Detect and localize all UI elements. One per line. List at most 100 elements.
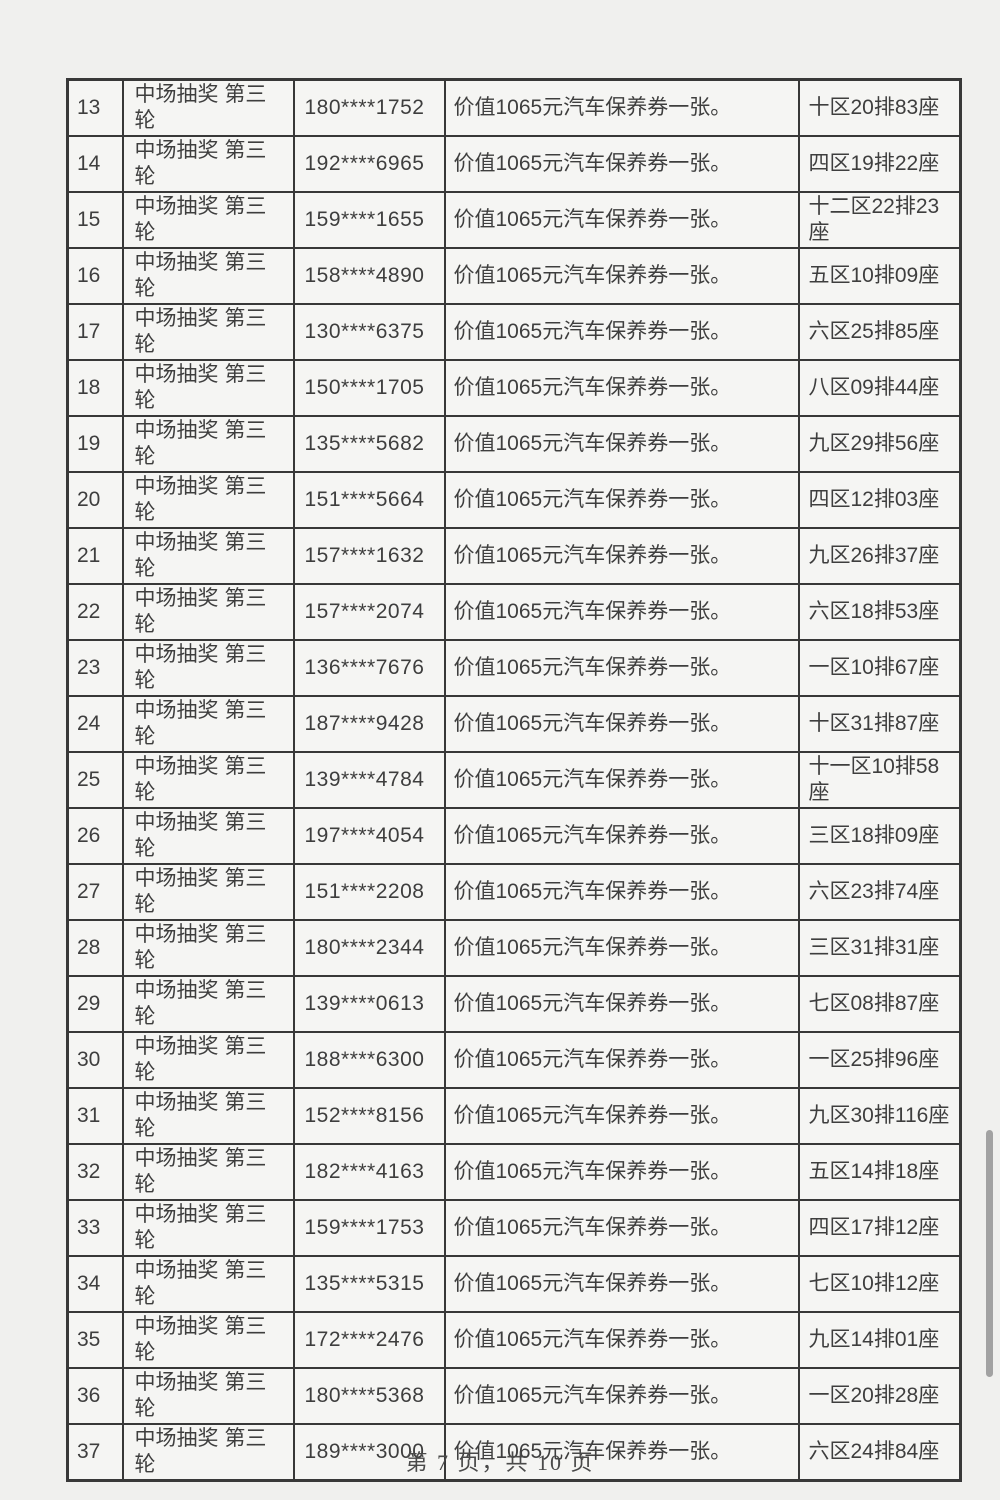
cell-prize: 价值1065元汽车保养券一张。: [443, 359, 800, 417]
table-row: 35 中场抽奖 第三轮 172****2476 价值1065元汽车保养券一张。 …: [66, 1311, 962, 1369]
cell-prize: 价值1065元汽车保养券一张。: [443, 78, 800, 137]
cell-prize: 价值1065元汽车保养券一张。: [443, 695, 800, 753]
cell-prize: 价值1065元汽车保养券一张。: [443, 415, 800, 473]
cell-phone: 159****1655: [292, 191, 446, 249]
cell-draw-round: 中场抽奖 第三轮: [121, 919, 295, 977]
table-row: 31 中场抽奖 第三轮 152****8156 价值1065元汽车保养券一张。 …: [66, 1087, 962, 1145]
cell-phone: 151****5664: [292, 471, 446, 529]
table-row: 34 中场抽奖 第三轮 135****5315 价值1065元汽车保养券一张。 …: [66, 1255, 962, 1313]
cell-index: 37: [66, 1423, 124, 1482]
cell-index: 23: [66, 639, 124, 697]
cell-seat: 七区08排87座: [797, 975, 962, 1033]
cell-seat: 十二区22排23座: [797, 191, 962, 249]
cell-draw-round: 中场抽奖 第三轮: [121, 1367, 295, 1425]
cell-index: 27: [66, 863, 124, 921]
cell-prize: 价值1065元汽车保养券一张。: [443, 1031, 800, 1089]
cell-prize: 价值1065元汽车保养券一张。: [443, 975, 800, 1033]
cell-draw-round: 中场抽奖 第三轮: [121, 527, 295, 585]
scrollbar-thumb[interactable]: [986, 1130, 993, 1377]
cell-prize: 价值1065元汽车保养券一张。: [443, 1311, 800, 1369]
cell-seat: 十区31排87座: [797, 695, 962, 753]
cell-seat: 九区14排01座: [797, 1311, 962, 1369]
cell-prize: 价值1065元汽车保养券一张。: [443, 135, 800, 193]
cell-index: 26: [66, 807, 124, 865]
table-row: 25 中场抽奖 第三轮 139****4784 价值1065元汽车保养券一张。 …: [66, 751, 962, 809]
cell-draw-round: 中场抽奖 第三轮: [121, 695, 295, 753]
cell-phone: 135****5682: [292, 415, 446, 473]
cell-prize: 价值1065元汽车保养券一张。: [443, 1255, 800, 1313]
cell-phone: 172****2476: [292, 1311, 446, 1369]
cell-prize: 价值1065元汽车保养券一张。: [443, 1423, 800, 1482]
cell-seat: 四区19排22座: [797, 135, 962, 193]
cell-seat: 九区30排116座: [797, 1087, 962, 1145]
table-row: 18 中场抽奖 第三轮 150****1705 价值1065元汽车保养券一张。 …: [66, 359, 962, 417]
cell-index: 35: [66, 1311, 124, 1369]
cell-seat: 九区26排37座: [797, 527, 962, 585]
table-row: 28 中场抽奖 第三轮 180****2344 价值1065元汽车保养券一张。 …: [66, 919, 962, 977]
cell-prize: 价值1065元汽车保养券一张。: [443, 919, 800, 977]
cell-phone: 180****1752: [292, 78, 446, 137]
cell-phone: 157****1632: [292, 527, 446, 585]
cell-phone: 157****2074: [292, 583, 446, 641]
cell-phone: 180****2344: [292, 919, 446, 977]
page-footer: 第 7 页，共 10 页: [405, 1450, 595, 1475]
cell-index: 13: [66, 78, 124, 137]
cell-phone: 189****3000: [292, 1423, 446, 1482]
cell-phone: 136****7676: [292, 639, 446, 697]
cell-index: 34: [66, 1255, 124, 1313]
cell-seat: 五区10排09座: [797, 247, 962, 305]
table-row: 29 中场抽奖 第三轮 139****0613 价值1065元汽车保养券一张。 …: [66, 975, 962, 1033]
cell-index: 31: [66, 1087, 124, 1145]
cell-phone: 187****9428: [292, 695, 446, 753]
table-row: 20 中场抽奖 第三轮 151****5664 价值1065元汽车保养券一张。 …: [66, 471, 962, 529]
cell-phone: 197****4054: [292, 807, 446, 865]
table-row: 30 中场抽奖 第三轮 188****6300 价值1065元汽车保养券一张。 …: [66, 1031, 962, 1089]
cell-phone: 188****6300: [292, 1031, 446, 1089]
cell-seat: 八区09排44座: [797, 359, 962, 417]
cell-index: 33: [66, 1199, 124, 1257]
prize-table-body: 13 中场抽奖 第三轮 180****1752 价值1065元汽车保养券一张。 …: [66, 78, 962, 1482]
cell-draw-round: 中场抽奖 第三轮: [121, 415, 295, 473]
cell-draw-round: 中场抽奖 第三轮: [121, 639, 295, 697]
cell-phone: 139****0613: [292, 975, 446, 1033]
cell-seat: 四区12排03座: [797, 471, 962, 529]
cell-phone: 159****1753: [292, 1199, 446, 1257]
cell-prize: 价值1065元汽车保养券一张。: [443, 191, 800, 249]
table-row: 36 中场抽奖 第三轮 180****5368 价值1065元汽车保养券一张。 …: [66, 1367, 962, 1425]
table-row: 33 中场抽奖 第三轮 159****1753 价值1065元汽车保养券一张。 …: [66, 1199, 962, 1257]
table-row: 19 中场抽奖 第三轮 135****5682 价值1065元汽车保养券一张。 …: [66, 415, 962, 473]
cell-prize: 价值1065元汽车保养券一张。: [443, 1087, 800, 1145]
cell-draw-round: 中场抽奖 第三轮: [121, 583, 295, 641]
cell-draw-round: 中场抽奖 第三轮: [121, 1311, 295, 1369]
cell-phone: 130****6375: [292, 303, 446, 361]
cell-index: 22: [66, 583, 124, 641]
table-row: 15 中场抽奖 第三轮 159****1655 价值1065元汽车保养券一张。 …: [66, 191, 962, 249]
cell-prize: 价值1065元汽车保养券一张。: [443, 1199, 800, 1257]
cell-draw-round: 中场抽奖 第三轮: [121, 1255, 295, 1313]
cell-draw-round: 中场抽奖 第三轮: [121, 1423, 295, 1482]
table-row: 23 中场抽奖 第三轮 136****7676 价值1065元汽车保养券一张。 …: [66, 639, 962, 697]
cell-index: 29: [66, 975, 124, 1033]
cell-index: 20: [66, 471, 124, 529]
cell-draw-round: 中场抽奖 第三轮: [121, 191, 295, 249]
table-row: 14 中场抽奖 第三轮 192****6965 价值1065元汽车保养券一张。 …: [66, 135, 962, 193]
cell-index: 24: [66, 695, 124, 753]
cell-index: 19: [66, 415, 124, 473]
cell-prize: 价值1065元汽车保养券一张。: [443, 471, 800, 529]
cell-index: 17: [66, 303, 124, 361]
cell-prize: 价值1065元汽车保养券一张。: [443, 807, 800, 865]
cell-draw-round: 中场抽奖 第三轮: [121, 1031, 295, 1089]
cell-draw-round: 中场抽奖 第三轮: [121, 1087, 295, 1145]
cell-index: 32: [66, 1143, 124, 1201]
cell-seat: 一区10排67座: [797, 639, 962, 697]
cell-seat: 三区18排09座: [797, 807, 962, 865]
cell-prize: 价值1065元汽车保养券一张。: [443, 1143, 800, 1201]
cell-index: 30: [66, 1031, 124, 1089]
cell-seat: 六区24排84座: [797, 1423, 962, 1482]
table-row: 16 中场抽奖 第三轮 158****4890 价值1065元汽车保养券一张。 …: [66, 247, 962, 305]
cell-draw-round: 中场抽奖 第三轮: [121, 751, 295, 809]
cell-phone: 180****5368: [292, 1367, 446, 1425]
cell-seat: 十区20排83座: [797, 78, 962, 137]
table-row: 32 中场抽奖 第三轮 182****4163 价值1065元汽车保养券一张。 …: [66, 1143, 962, 1201]
cell-draw-round: 中场抽奖 第三轮: [121, 863, 295, 921]
